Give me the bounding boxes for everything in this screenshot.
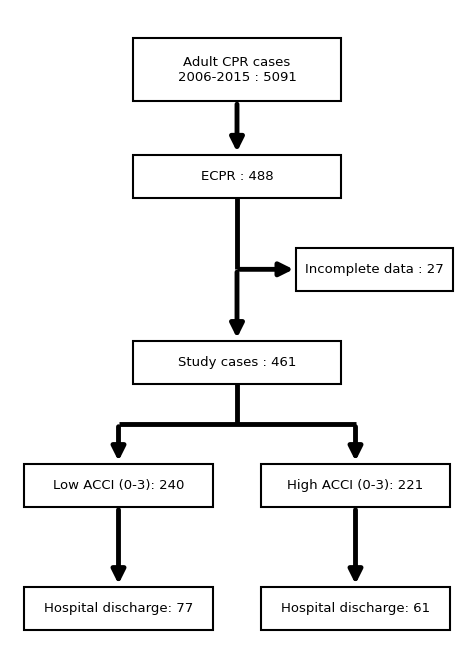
FancyBboxPatch shape	[133, 154, 341, 198]
Text: Hospital discharge: 61: Hospital discharge: 61	[281, 602, 430, 615]
Text: High ACCI (0-3): 221: High ACCI (0-3): 221	[287, 479, 424, 492]
FancyBboxPatch shape	[296, 248, 453, 291]
FancyBboxPatch shape	[133, 38, 341, 101]
FancyBboxPatch shape	[24, 464, 213, 507]
Text: Incomplete data : 27: Incomplete data : 27	[305, 263, 444, 276]
FancyBboxPatch shape	[261, 464, 450, 507]
FancyBboxPatch shape	[133, 340, 341, 384]
Text: ECPR : 488: ECPR : 488	[201, 170, 273, 183]
FancyBboxPatch shape	[261, 587, 450, 630]
FancyBboxPatch shape	[24, 587, 213, 630]
Text: Low ACCI (0-3): 240: Low ACCI (0-3): 240	[53, 479, 184, 492]
Text: Study cases : 461: Study cases : 461	[178, 356, 296, 369]
Text: Adult CPR cases
2006-2015 : 5091: Adult CPR cases 2006-2015 : 5091	[178, 56, 296, 84]
Text: Hospital discharge: 77: Hospital discharge: 77	[44, 602, 193, 615]
